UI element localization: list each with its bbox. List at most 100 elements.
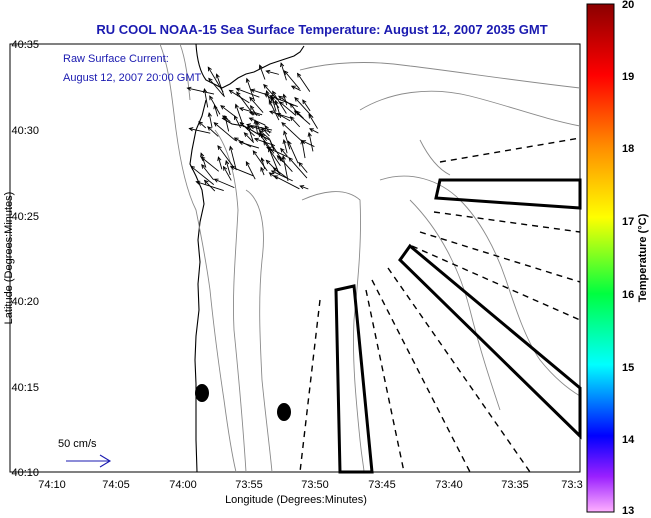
current-vector-head — [282, 93, 287, 99]
current-vector-head — [288, 157, 293, 162]
legend-line-2: August 12, 2007 20:00 GMT — [63, 72, 201, 84]
current-vector-head — [289, 102, 295, 108]
current-vector — [217, 157, 223, 170]
current-vector-head — [272, 90, 277, 96]
current-vector — [263, 141, 281, 166]
y-axis: 40:35 40:30 40:25 40:20 40:15 40:10 Lati… — [3, 39, 39, 479]
current-vector — [284, 70, 300, 90]
x-axis-label: Longitude (Degrees:Minutes) — [225, 494, 367, 506]
current-vector — [208, 112, 213, 128]
colorbar-gradient — [586, 3, 615, 513]
current-vector-head — [238, 107, 244, 112]
current-vector — [282, 156, 289, 182]
current-vector-head — [245, 77, 250, 83]
current-vector — [276, 113, 291, 122]
current-vector — [222, 115, 231, 122]
current-vector-head — [260, 166, 265, 172]
current-vector-head — [289, 116, 295, 121]
colorbar-tick: 14 — [622, 434, 635, 446]
current-vector — [273, 167, 288, 179]
current-vector — [223, 166, 232, 181]
scale-label: 50 cm/s — [58, 438, 97, 450]
current-vector — [287, 141, 299, 164]
current-vector — [250, 105, 258, 116]
current-vector-head — [246, 124, 252, 130]
current-vector — [297, 73, 311, 92]
current-vector — [246, 124, 273, 131]
current-vector-head — [283, 70, 289, 76]
x-tick-label: 73:50 — [301, 479, 329, 491]
current-vector-head — [203, 179, 209, 185]
current-vector-head — [268, 110, 275, 115]
current-vector — [280, 62, 287, 81]
current-vector — [291, 85, 301, 91]
hf-radar-coverage-lines — [299, 137, 581, 473]
current-vector-head — [207, 126, 212, 131]
current-vector-head — [250, 105, 255, 110]
current-vector — [207, 67, 224, 93]
current-vector-head — [283, 130, 288, 136]
current-vector-head — [270, 170, 276, 175]
current-vector-head — [208, 77, 213, 83]
current-vector — [266, 160, 281, 175]
colorbar-tick: 17 — [622, 216, 634, 228]
current-vector-head — [282, 139, 287, 145]
current-vector-head — [300, 139, 305, 145]
current-vector — [296, 110, 304, 119]
y-tick-label: 40:15 — [11, 382, 39, 394]
current-vector-head — [274, 99, 279, 105]
current-vector-head — [195, 180, 201, 185]
current-vector-head — [250, 88, 256, 93]
current-vector — [279, 157, 293, 172]
current-vector — [209, 95, 221, 115]
colorbar-tick: 20 — [622, 0, 634, 11]
current-vector-head — [298, 161, 303, 167]
current-vector — [283, 131, 291, 150]
current-vector-head — [278, 156, 284, 162]
current-vector — [204, 180, 216, 192]
current-vector — [198, 121, 207, 129]
current-vector-head — [239, 121, 245, 127]
current-vector-head — [252, 150, 257, 156]
current-vector — [268, 148, 279, 173]
colorbar-tick: 16 — [622, 289, 634, 301]
current-vector-head — [245, 160, 250, 166]
current-vector — [283, 94, 288, 106]
current-vector-head — [272, 167, 278, 172]
current-vector — [229, 89, 250, 104]
current-vector-head — [265, 159, 271, 165]
current-vector — [301, 140, 315, 147]
current-vector — [239, 122, 255, 137]
current-vector-head — [249, 96, 254, 102]
current-vector — [261, 127, 270, 137]
current-vector — [298, 162, 308, 173]
buoy-marker-1 — [195, 384, 209, 402]
current-vector — [263, 84, 278, 100]
current-vector-head — [223, 165, 228, 171]
current-vector — [259, 65, 266, 80]
current-vector-head — [188, 127, 194, 132]
current-vector-head — [228, 89, 234, 94]
current-vector-head — [308, 113, 313, 119]
current-vector-head — [309, 128, 314, 133]
current-vector — [308, 132, 314, 152]
current-vector — [279, 101, 297, 116]
current-vector-head — [222, 115, 227, 120]
current-legend: Raw Surface Current: August 12, 2007 20:… — [63, 53, 201, 84]
current-vector — [309, 128, 319, 134]
current-vector-head — [201, 163, 206, 169]
current-vector-head — [290, 85, 296, 90]
current-vector — [249, 97, 264, 113]
current-vector — [189, 128, 211, 134]
current-vector — [246, 78, 255, 102]
current-vector — [251, 89, 267, 95]
current-vector — [234, 137, 252, 148]
current-vector-head — [190, 165, 195, 171]
x-tick-label: 73:45 — [368, 479, 396, 491]
current-vector — [266, 90, 272, 106]
current-vector — [281, 122, 304, 143]
current-vector-head — [215, 73, 220, 79]
current-vector — [208, 78, 224, 97]
current-vector — [288, 157, 308, 179]
